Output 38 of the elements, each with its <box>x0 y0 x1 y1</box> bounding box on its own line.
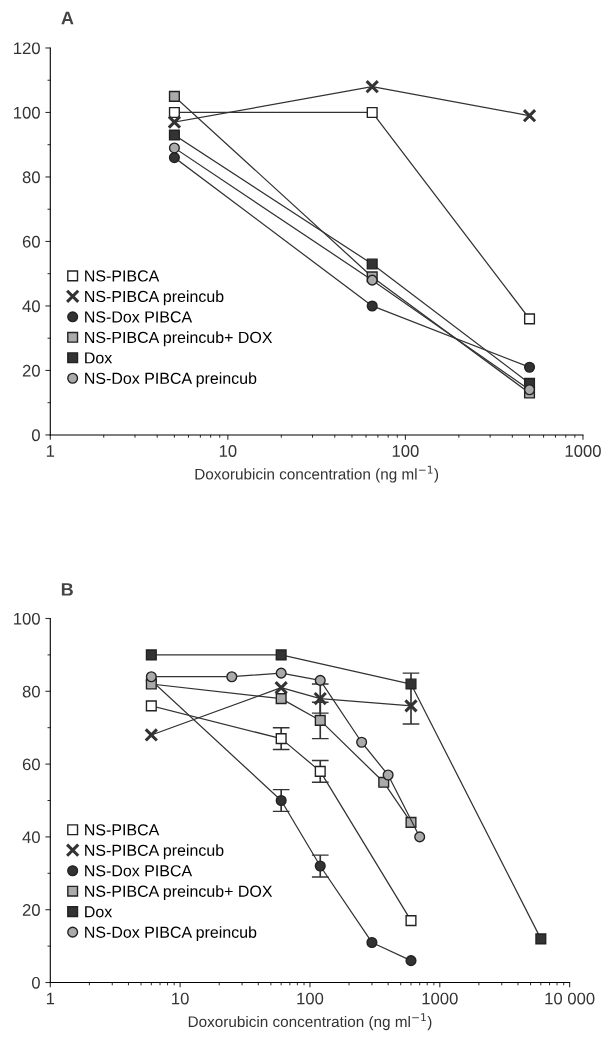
y-tick-label: 100 <box>14 106 40 119</box>
legend-label: NS-PIBCA <box>85 824 160 836</box>
x-axis-title: Doxorubicin concentration (ng ml$^{−1}$) <box>188 1013 432 1031</box>
legend-label: NS-PIBCA preincub+ DOX <box>85 331 273 347</box>
x-tick-label: 10 <box>172 992 189 1005</box>
legend-label: NS-PIBCA preincub <box>85 844 224 860</box>
chart-title: B <box>61 583 73 596</box>
x-tick-label: 100 <box>297 992 324 1005</box>
legend-label: NS-PIBCA preincub <box>85 290 224 306</box>
legend-label: NS-Dox PIBCA preincub <box>85 372 257 388</box>
y-tick-label: 0 <box>31 976 40 989</box>
legend-label: Dox <box>85 352 113 364</box>
legend-label: NS-Dox PIBCA <box>85 865 193 877</box>
y-tick-label: 60 <box>22 235 40 248</box>
x-tick-label: 10 000 <box>545 992 595 1005</box>
y-tick-label: 60 <box>22 758 40 771</box>
y-tick-label: 0 <box>31 429 40 442</box>
chart-title: A <box>61 11 74 25</box>
y-tick-label: 100 <box>14 612 40 625</box>
y-tick-label: 20 <box>22 904 40 916</box>
legend-label: Dox <box>85 906 113 918</box>
x-tick-label: 1000 <box>422 992 458 1005</box>
y-tick-label: 20 <box>22 364 40 377</box>
legend-label: NS-Dox PIBCA preincub <box>85 926 257 942</box>
x-axis-title: Doxorubicin concentration (ng ml$^{−1}$) <box>195 465 439 483</box>
y-tick-label: 80 <box>22 685 40 698</box>
legend-label: NS-PIBCA <box>85 270 160 282</box>
x-tick-label: 1000 <box>565 445 601 457</box>
y-tick-label: 40 <box>22 831 40 844</box>
y-tick-label: 80 <box>22 171 40 184</box>
y-tick-label: 40 <box>22 300 40 313</box>
x-tick-label: 1 <box>46 992 55 1005</box>
y-tick-label: 120 <box>14 42 40 55</box>
legend-label: NS-Dox PIBCA <box>85 311 193 323</box>
x-tick-label: 100 <box>392 445 419 457</box>
x-tick-label: 10 <box>219 445 237 457</box>
x-tick-label: 1 <box>46 445 55 457</box>
legend-label: NS-PIBCA preincub+ DOX <box>85 885 273 901</box>
